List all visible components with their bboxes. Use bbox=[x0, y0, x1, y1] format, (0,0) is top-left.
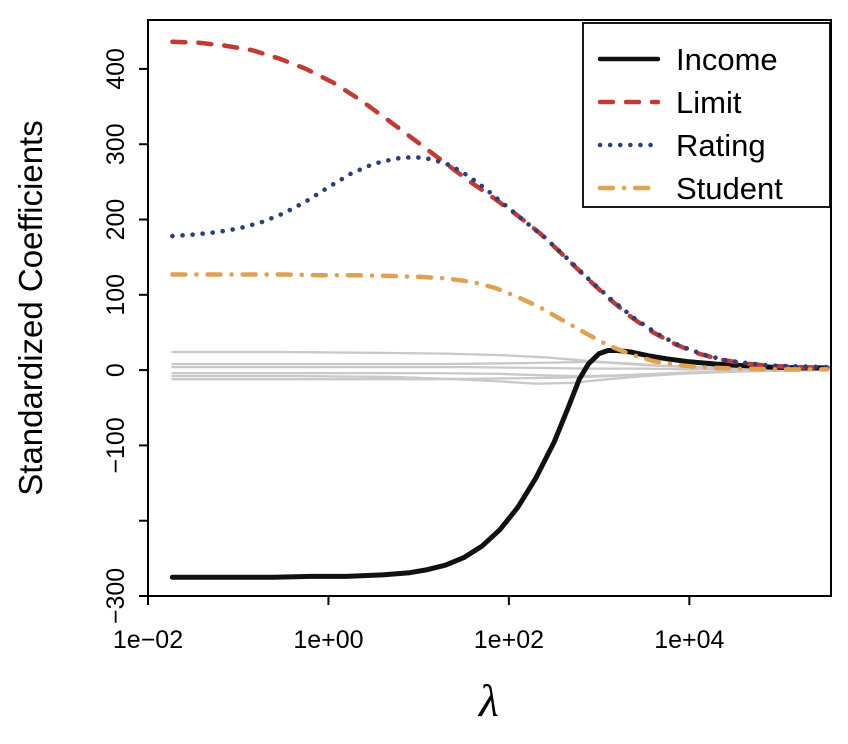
series-income-line bbox=[169, 348, 830, 580]
series-student-line bbox=[170, 272, 830, 372]
y-tick-label: 300 bbox=[102, 123, 130, 165]
axes: 1e−02 1e+00 1e+02 1e+04 400 300 200 100 0 −100 −30… bbox=[102, 48, 725, 654]
x-axis-title: λ bbox=[477, 675, 499, 726]
y-tick-label: 100 bbox=[102, 274, 130, 316]
x-tick-label: 1e+04 bbox=[654, 626, 724, 654]
legend-box bbox=[582, 22, 831, 208]
y-tick-label: −300 bbox=[102, 568, 130, 624]
y-tick-label: 400 bbox=[102, 48, 130, 90]
other-predictor-line-5 bbox=[171, 368, 829, 381]
other-predictor-lines bbox=[171, 350, 829, 385]
y-tick-label: 200 bbox=[102, 199, 130, 241]
x-tick-label: 1e+02 bbox=[474, 626, 544, 654]
series-limit-line bbox=[170, 39, 830, 371]
plot-box bbox=[147, 19, 832, 597]
y-axis-title: Standardized Coefficients bbox=[12, 120, 49, 495]
y-tick-label: −100 bbox=[102, 417, 130, 473]
x-tick-label: 1e+00 bbox=[293, 626, 363, 654]
legend-label-rating: Rating bbox=[676, 128, 766, 163]
legend: Income Limit Rating Student bbox=[582, 22, 831, 208]
y-tick-label: 0 bbox=[102, 363, 130, 377]
legend-label-limit: Limit bbox=[676, 85, 742, 120]
legend-label-student: Student bbox=[676, 171, 783, 206]
x-tick-label: 1e−02 bbox=[113, 626, 183, 654]
series-lines bbox=[169, 39, 830, 580]
legend-label-income: Income bbox=[676, 42, 778, 77]
